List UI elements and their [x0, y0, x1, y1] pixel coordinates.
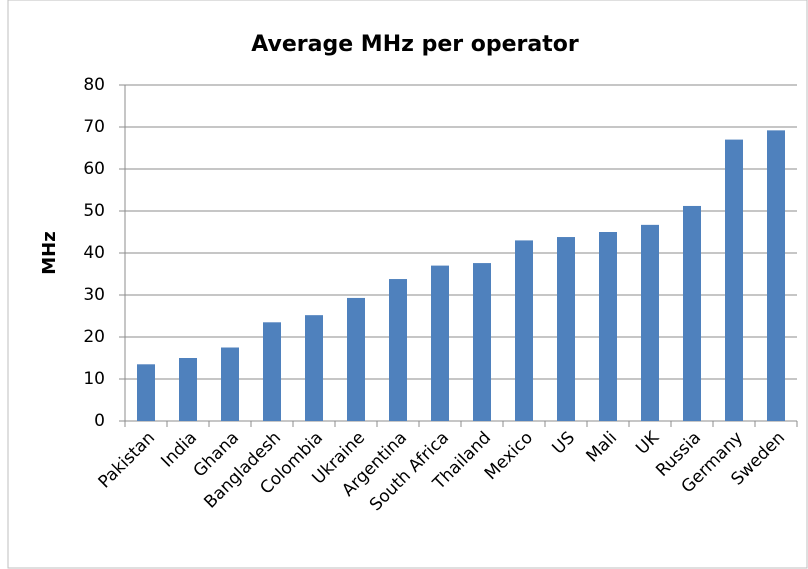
bar: [431, 265, 449, 421]
y-tick-label: 80: [83, 75, 105, 95]
y-tick-label: 60: [83, 159, 105, 179]
bar: [263, 322, 281, 421]
bar: [641, 224, 659, 421]
bar: [179, 358, 197, 421]
bar: [725, 139, 743, 421]
y-axis-label: MHz: [39, 231, 60, 274]
y-tick-label: 10: [83, 369, 105, 389]
y-tick-label: 20: [83, 327, 105, 347]
bar: [683, 205, 701, 421]
bar: [389, 279, 407, 421]
y-tick-label: 40: [83, 243, 105, 263]
bar: [767, 130, 785, 422]
chart-border: [7, 0, 808, 569]
bar: [599, 232, 617, 421]
y-tick-label: 70: [83, 117, 105, 137]
bar: [137, 364, 155, 421]
bar: [557, 237, 575, 421]
bar: [473, 263, 491, 421]
bar: [347, 297, 365, 421]
chart-title: Average MHz per operator: [251, 32, 579, 57]
y-tick-label: 0: [94, 411, 105, 431]
y-tick-label: 30: [83, 285, 105, 305]
bar: [305, 315, 323, 421]
bar: [515, 240, 533, 421]
y-tick-label: 50: [83, 201, 105, 221]
bar: [221, 347, 239, 421]
